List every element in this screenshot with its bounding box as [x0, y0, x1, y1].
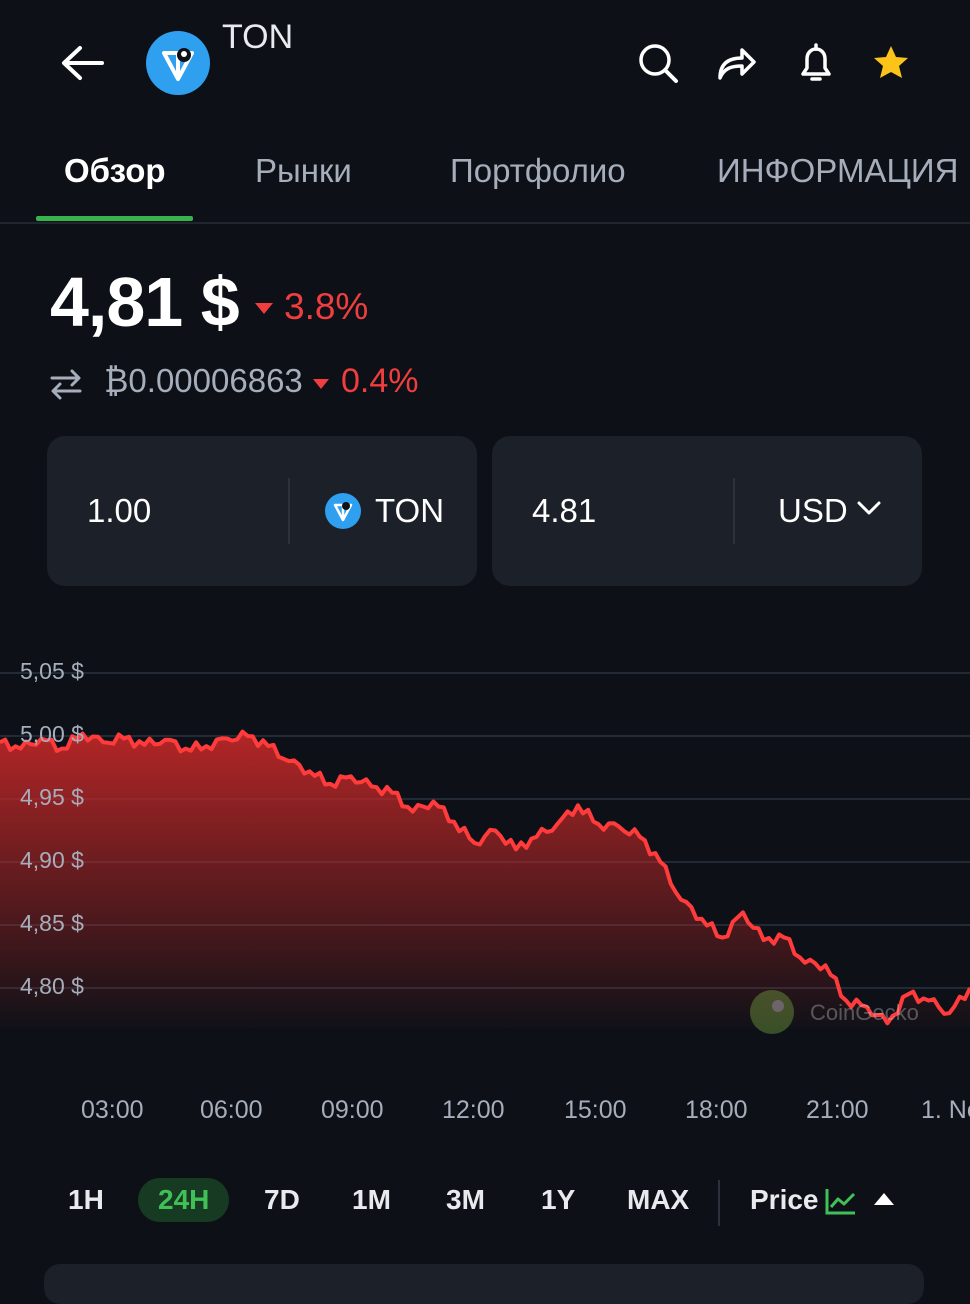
coin-title: TON: [222, 18, 294, 56]
x-tick-label: 06:00: [200, 1096, 263, 1124]
x-tick-label: 03:00: [81, 1096, 144, 1124]
price-area: [0, 731, 970, 1028]
card-divider: [288, 478, 290, 544]
share-icon: [718, 48, 756, 80]
btc-price: ₿0.00006863: [104, 362, 303, 399]
ton-logo: [146, 31, 210, 95]
range-option-1h[interactable]: 1H: [68, 1184, 104, 1215]
range-option-3m[interactable]: 3M: [446, 1184, 485, 1215]
tab-markets[interactable]: Рынки: [255, 152, 352, 189]
currency-selector[interactable]: USD: [778, 492, 848, 529]
y-tick-label: 4,90 $: [20, 847, 84, 873]
x-tick-label: 21:00: [806, 1096, 869, 1124]
coingecko-watermark: CoinGecko: [750, 990, 919, 1034]
metric-selector[interactable]: Price: [750, 1184, 819, 1215]
range-option-7d[interactable]: 7D: [264, 1184, 300, 1215]
range-option-max[interactable]: MAX: [627, 1184, 690, 1215]
line-chart-icon[interactable]: [824, 1186, 858, 1221]
x-tick-label: 09:00: [321, 1096, 384, 1124]
y-tick-label: 5,05 $: [20, 658, 84, 684]
watermark-text: CoinGecko: [810, 1000, 919, 1025]
converter-result-card: 4.81 USD: [492, 436, 922, 586]
tab-information[interactable]: ИНФОРМАЦИЯ: [717, 152, 959, 189]
y-tick-label: 5,00 $: [20, 721, 84, 747]
back-arrow-icon: [62, 46, 104, 80]
price-down-icon: [255, 303, 273, 314]
ton-small-icon: [325, 493, 361, 529]
btc-change: 0.4%: [341, 362, 419, 400]
btc-down-icon: [313, 379, 329, 389]
coin-selector[interactable]: TON: [375, 492, 445, 529]
amount-input[interactable]: 1.00: [87, 492, 152, 529]
chevron-down-icon[interactable]: [856, 498, 882, 523]
search-icon: [639, 44, 678, 83]
y-tick-label: 4,85 $: [20, 910, 84, 936]
range-divider: [718, 1180, 720, 1226]
bottom-panel: [44, 1264, 924, 1304]
ton-diamond-icon: [162, 48, 194, 81]
y-tick-label: 4,95 $: [20, 784, 84, 810]
search-button[interactable]: [635, 40, 681, 86]
converter-amount-card: 1.00 TON: [47, 436, 477, 586]
price-change: 3.8%: [284, 286, 369, 327]
collapse-caret-icon[interactable]: [874, 1193, 894, 1205]
range-option-24h[interactable]: 24H: [138, 1178, 230, 1222]
star-icon: [874, 46, 908, 78]
tabs-divider: [0, 222, 970, 224]
x-tick-label: 15:00: [564, 1096, 627, 1124]
x-tick-label: 1. No: [921, 1096, 970, 1124]
tab-overview[interactable]: Обзор: [64, 152, 166, 189]
x-tick-label: 12:00: [442, 1096, 505, 1124]
range-option-1y[interactable]: 1Y: [541, 1184, 576, 1215]
range-option-1m[interactable]: 1M: [352, 1184, 391, 1215]
notifications-button[interactable]: [793, 40, 839, 86]
current-price: 4,81 $: [50, 263, 240, 341]
back-button[interactable]: [58, 40, 108, 86]
card-divider: [733, 478, 735, 544]
bell-icon: [801, 43, 831, 81]
active-tab-indicator: [36, 216, 193, 221]
result-input[interactable]: 4.81: [532, 492, 597, 529]
price-line: [0, 729, 970, 1026]
swap-icon: [48, 366, 84, 402]
price-chart[interactable]: CoinGecko: [0, 640, 970, 1060]
share-button[interactable]: [714, 40, 760, 86]
tab-portfolio[interactable]: Портфолио: [450, 152, 626, 189]
y-tick-label: 4,80 $: [20, 973, 84, 999]
x-tick-label: 18:00: [685, 1096, 748, 1124]
favorite-button[interactable]: [868, 40, 914, 86]
